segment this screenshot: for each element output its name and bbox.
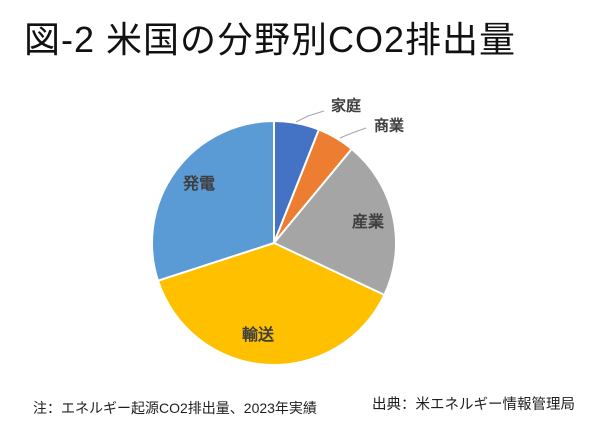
label-leader-household: [295, 110, 325, 123]
pie-label-commercial: 商業: [373, 117, 405, 135]
label-leader-commercial: [339, 127, 367, 139]
pie-slice-power: [151, 120, 275, 282]
chart-title: 図-2 米国の分野別CO2排出量: [24, 19, 517, 60]
pie-label-household: 家庭: [330, 97, 362, 115]
pie-label-industry: 産業: [351, 214, 385, 231]
pie-label-transport: 輸送: [241, 327, 275, 344]
pie-label-power: 発電: [182, 176, 216, 193]
footnote-source-credit: 出典：米エネルギー情報管理局: [372, 397, 575, 413]
pie-slice-industry: [273, 148, 398, 296]
pie-slice-transport: [156, 242, 386, 366]
footnote-source-note: 注：エネルギー起源CO2排出量、2023年実績: [33, 400, 317, 416]
